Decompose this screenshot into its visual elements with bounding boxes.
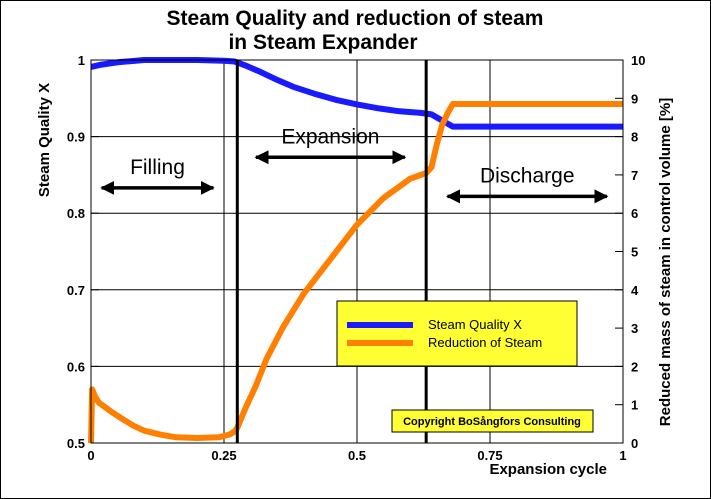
y-right-tick-label: 4 xyxy=(631,283,639,298)
y-axis-left-label: Steam Quality X xyxy=(36,83,53,197)
x-tick-label: 0.75 xyxy=(477,448,502,463)
y-right-tick-label: 2 xyxy=(631,359,638,374)
legend-box xyxy=(336,300,578,367)
copyright-background xyxy=(391,409,594,433)
y-right-tick-label: 0 xyxy=(631,436,638,451)
x-tick-label: 0.5 xyxy=(348,448,366,463)
series-line-reduction xyxy=(88,101,623,444)
y-right-tick-label: 9 xyxy=(631,91,638,106)
legend: Steam Quality X Reduction of Steam xyxy=(336,300,578,367)
chart-title-line2: in Steam Expander xyxy=(228,31,417,54)
y-right-tick-label: 1 xyxy=(631,398,638,413)
y-right-tick-label: 10 xyxy=(631,53,645,68)
gridlines xyxy=(91,60,623,443)
annotation-label: Filling xyxy=(130,156,185,179)
vertical-markers xyxy=(235,60,428,443)
y-right-tick-label: 3 xyxy=(631,321,638,336)
annotation-label: Expansion xyxy=(281,125,379,148)
y-axis-right-label: Reduced mass of steam in control volume … xyxy=(657,98,674,426)
x-tick-label: 0.25 xyxy=(211,448,236,463)
copyright-box: Copyright BoSångfors Consulting xyxy=(391,409,594,433)
plot-border xyxy=(90,59,624,444)
chart-title-line1: Steam Quality and reduction of steam xyxy=(167,7,544,30)
y-right-tick-label: 8 xyxy=(631,130,638,145)
y-left-tick-label: 0.6 xyxy=(67,359,85,374)
x-tick-label: 1 xyxy=(619,448,626,463)
axes-layer: 0 0.25 0.5 0.75 10.50.60.70.80.9101234567891… xyxy=(67,53,646,463)
annotation-label: Discharge xyxy=(480,164,575,187)
y-right-tick-label: 7 xyxy=(631,168,638,183)
y-right-tick-label: 6 xyxy=(631,206,638,221)
x-tick-label: 0 xyxy=(87,448,94,463)
x-axis-label: Expansion cycle xyxy=(489,461,607,478)
y-left-tick-label: 0.8 xyxy=(67,206,85,221)
y-left-tick-label: 0.7 xyxy=(67,283,85,298)
y-left-tick-label: 1 xyxy=(78,53,85,68)
copyright-text: Copyright BoSångfors Consulting xyxy=(403,416,581,428)
legend-label-steam-quality: Steam Quality X xyxy=(428,317,522,332)
y-left-tick-label: 0.9 xyxy=(67,130,85,145)
legend-label-reduction: Reduction of Steam xyxy=(428,335,542,350)
annotations: Filling Expansion Discharge xyxy=(100,125,609,204)
y-right-tick-label: 5 xyxy=(631,245,638,260)
y-left-tick-label: 0.5 xyxy=(67,436,85,451)
